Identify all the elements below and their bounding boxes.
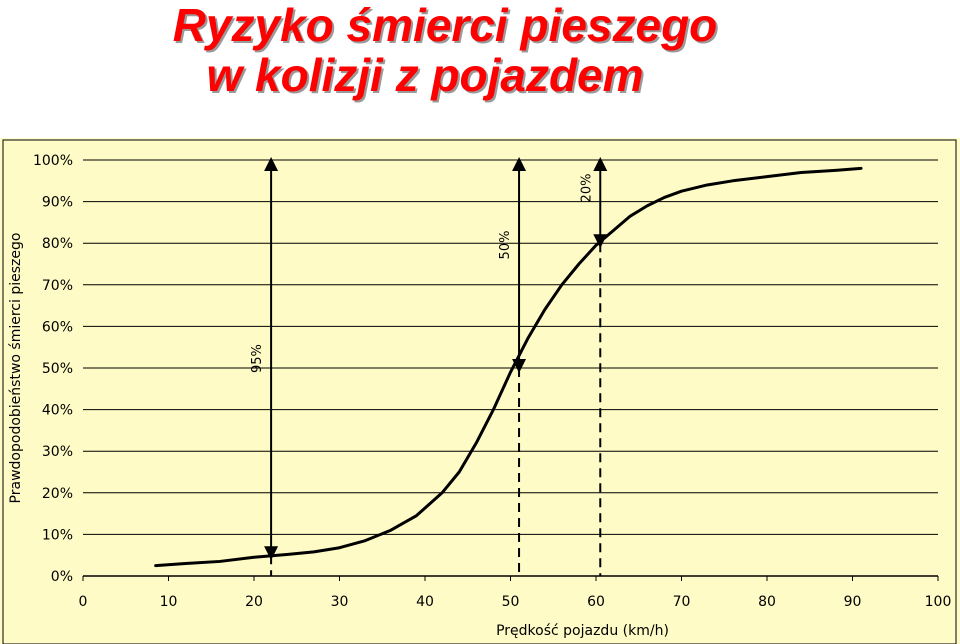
x-tick-label: 70 [673,594,691,610]
slide-title-line-1: Ryzyko śmierci pieszego [172,0,718,51]
y-tick-label: 10% [42,527,73,543]
axis-layer: 0% 10% 20% 30% 40% 50% 60% 70% 80% 90% 100% 0 10 20 30… [33,153,951,610]
y-tick-label: 50% [42,361,73,377]
risk-curve [154,166,863,568]
x-tick-label: 10 [160,594,178,610]
y-tick-label: 80% [42,236,73,252]
x-axis-title: Prędkość pojazdu (km/h) [496,623,669,639]
series-layer [154,166,863,568]
y-tick-label: 20% [42,486,73,502]
y-axis-title: Prawdopodobieństwo śmierci pieszego [8,233,24,504]
y-tick-label: 90% [42,195,73,211]
y-tick-label: 100% [33,153,73,169]
slide-title-line-2: w kolizji z pojazdem [206,49,644,101]
slide-title: Ryzyko śmierci pieszego w kolizji z poja… [0,0,960,100]
y-tick-label: 40% [42,403,73,419]
x-tick-label: 90 [844,594,862,610]
chart-container: 0% 10% 20% 30% 40% 50% 60% 70% 80% 90% 100% 0 10 20 30… [0,138,960,644]
annotation-label: 95% [250,344,265,373]
x-tick-label: 20 [245,594,263,610]
x-tick-label: 100 [925,594,952,610]
chart-border [2,139,957,644]
chart-background [0,138,960,644]
x-tick-label: 60 [587,594,605,610]
x-tick-label: 80 [758,594,776,610]
y-tick-label: 0% [51,569,73,585]
y-tick-label: 70% [42,278,73,294]
y-tick-label: 30% [42,444,73,460]
y-tick-label: 60% [42,319,73,335]
risk-chart: 0% 10% 20% 30% 40% 50% 60% 70% 80% 90% 100% 0 10 20 30… [0,138,960,644]
x-tick-label: 0 [79,594,88,610]
x-tick-label: 30 [331,594,349,610]
x-tick-label: 50 [502,594,520,610]
annotation-label: 50% [498,231,513,260]
annotation-label: 20% [579,174,594,203]
annotation-layer: 95% 50% 20% [250,157,608,576]
x-tick-label: 40 [416,594,434,610]
